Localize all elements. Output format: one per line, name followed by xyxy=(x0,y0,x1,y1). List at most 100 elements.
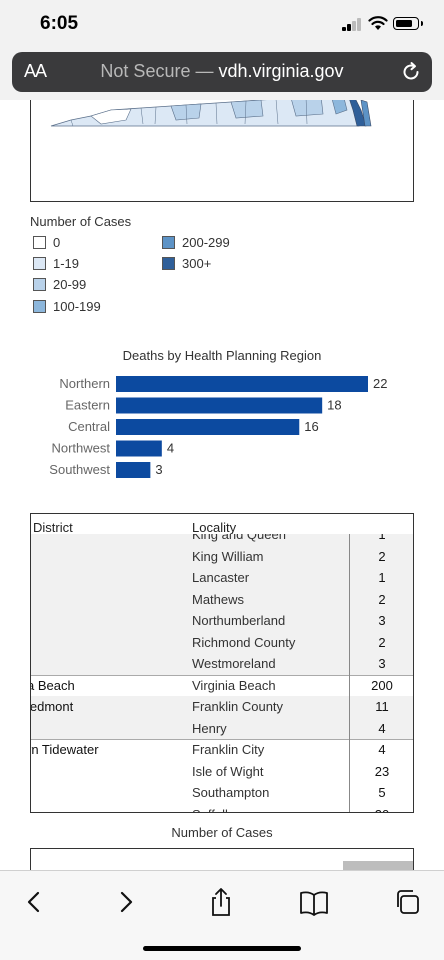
legend-item-100-199: 100-199 xyxy=(33,298,101,314)
table-row[interactable]: Richmond County 2 xyxy=(31,631,413,653)
group-separator xyxy=(31,739,413,740)
bar[interactable] xyxy=(116,419,300,435)
group-separator xyxy=(31,674,413,676)
legend-label: 300+ xyxy=(182,255,212,271)
cell-locality: Westmoreland xyxy=(192,656,276,671)
browser-header: AA Not Secure — vdh.virginia.gov xyxy=(0,50,444,100)
cell-cases: 5 xyxy=(378,785,386,800)
cell-cases: 1 xyxy=(378,570,386,585)
deaths-chart-title: Deaths by Health Planning Region xyxy=(122,348,322,363)
battery-icon xyxy=(393,17,423,30)
cell-locality: King and Queen xyxy=(192,534,286,542)
table-row[interactable]: Isle of Wight 23 xyxy=(31,761,413,783)
bar-value-label: 22 xyxy=(373,376,387,391)
bar-value-label: 16 xyxy=(304,419,318,434)
bar-value-label: 4 xyxy=(167,441,174,456)
bar-value-label: 18 xyxy=(327,398,341,413)
cell-cases: 2 xyxy=(378,548,386,564)
legend-label: 1-19 xyxy=(53,255,80,271)
virginia-map-graphic xyxy=(50,100,372,127)
legend-swatch xyxy=(33,299,46,313)
cell-cases: 4 xyxy=(378,742,386,757)
cell-cases: 3 xyxy=(378,613,386,628)
column-divider xyxy=(349,534,350,812)
cell-district: rn Tidewater xyxy=(31,742,99,757)
cell-locality: Henry xyxy=(192,720,227,736)
forward-icon[interactable] xyxy=(110,887,142,917)
cell-locality: Mathews xyxy=(192,591,245,607)
table-row[interactable]: Henry 4 xyxy=(31,717,413,739)
legend-title: Number of Cases xyxy=(30,214,132,229)
legend-swatch xyxy=(33,256,46,270)
table-row[interactable]: King William 2 xyxy=(31,545,413,567)
bar[interactable] xyxy=(116,462,151,478)
url-domain: vdh.virginia.gov xyxy=(218,61,344,81)
cell-cases: 20 xyxy=(349,807,413,813)
cell-locality: Franklin City xyxy=(192,742,265,757)
cell-district: a Beach xyxy=(31,677,75,693)
scrollbar[interactable] xyxy=(343,861,413,870)
legend-swatch xyxy=(162,256,175,270)
browser-toolbar xyxy=(0,870,444,960)
url-display[interactable]: Not Secure — vdh.virginia.gov xyxy=(60,61,384,82)
cell-cases: 4 xyxy=(378,720,386,736)
bar-category-label: Southwest xyxy=(49,462,110,477)
cell-cases: 3 xyxy=(378,656,386,671)
page-content[interactable]: Number of Cases 0 1-19 20-99 100-199 200… xyxy=(0,100,444,870)
cell-locality: Northumberland xyxy=(192,613,286,628)
url-separator: — xyxy=(190,61,219,81)
legend-swatch xyxy=(162,235,175,249)
cell-locality: Richmond County xyxy=(192,634,296,650)
legend-swatch xyxy=(33,235,46,249)
table-body[interactable]: King and Queen 1 King William 2 Lancaster 1 Ma… xyxy=(31,534,413,813)
share-icon[interactable] xyxy=(205,887,237,917)
cell-cases: 2 xyxy=(378,591,386,607)
bar[interactable] xyxy=(116,397,323,414)
legend-item-300-plus: 300+ xyxy=(162,255,211,271)
legend-item-1-19: 1-19 xyxy=(33,255,79,271)
bookmarks-icon[interactable] xyxy=(298,887,330,917)
status-bar: 6:05 xyxy=(0,0,444,50)
cases-section-title: Number of Cases xyxy=(171,825,273,840)
home-indicator xyxy=(143,946,301,951)
cases-chart-frame[interactable] xyxy=(30,848,414,870)
legend-label: 20-99 xyxy=(53,276,87,292)
bar-category-label: Northwest xyxy=(51,441,110,456)
tabs-icon[interactable] xyxy=(392,887,424,917)
legend-item-200-299: 200-299 xyxy=(162,234,230,250)
table-row[interactable]: Suffolk 20 xyxy=(31,804,413,813)
cell-cases: 200 xyxy=(371,677,393,693)
cell-locality: King William xyxy=(192,548,264,564)
legend-item-0: 0 xyxy=(33,234,60,250)
bar-value-label: 3 xyxy=(155,462,162,477)
status-time: 6:05 xyxy=(40,13,79,34)
address-bar[interactable]: AA Not Secure — vdh.virginia.gov xyxy=(12,52,432,92)
reload-icon[interactable] xyxy=(400,61,422,83)
table-row[interactable]: iedmont Franklin County 11 xyxy=(31,696,413,718)
table-row[interactable]: Westmoreland 3 xyxy=(31,653,413,675)
virginia-map[interactable] xyxy=(30,100,414,202)
deaths-bar-chart[interactable]: Northern 22 Eastern 18 Central 16 Northwest 4 So… xyxy=(0,368,444,488)
locality-table[interactable]: District Locality King and Queen 1 King Wi… xyxy=(30,513,414,813)
cell-locality: Virginia Beach xyxy=(192,677,276,693)
bar[interactable] xyxy=(116,376,368,392)
header-locality[interactable]: Locality xyxy=(192,520,237,535)
signal-icon xyxy=(342,18,362,31)
table-row[interactable]: rn Tidewater Franklin City 4 xyxy=(31,739,413,761)
table-row[interactable]: Southampton 5 xyxy=(31,782,413,804)
reader-options-button[interactable]: AA xyxy=(24,61,47,81)
table-row[interactable]: Northumberland 3 xyxy=(31,610,413,632)
bar[interactable] xyxy=(116,440,162,457)
legend-label: 0 xyxy=(53,234,61,250)
cell-locality: Lancaster xyxy=(192,570,250,585)
table-row[interactable]: a Beach Virginia Beach 200 xyxy=(31,675,413,697)
table-row[interactable]: Lancaster 1 xyxy=(31,567,413,589)
legend-item-20-99: 20-99 xyxy=(33,276,86,292)
cell-cases: 1 xyxy=(378,534,386,542)
table-row[interactable]: Mathews 2 xyxy=(31,588,413,610)
cell-cases: 23 xyxy=(374,763,390,779)
header-district[interactable]: District xyxy=(33,520,73,535)
back-icon[interactable] xyxy=(18,887,50,917)
legend-label: 200-299 xyxy=(182,234,230,250)
table-row[interactable]: King and Queen 1 xyxy=(31,534,413,546)
